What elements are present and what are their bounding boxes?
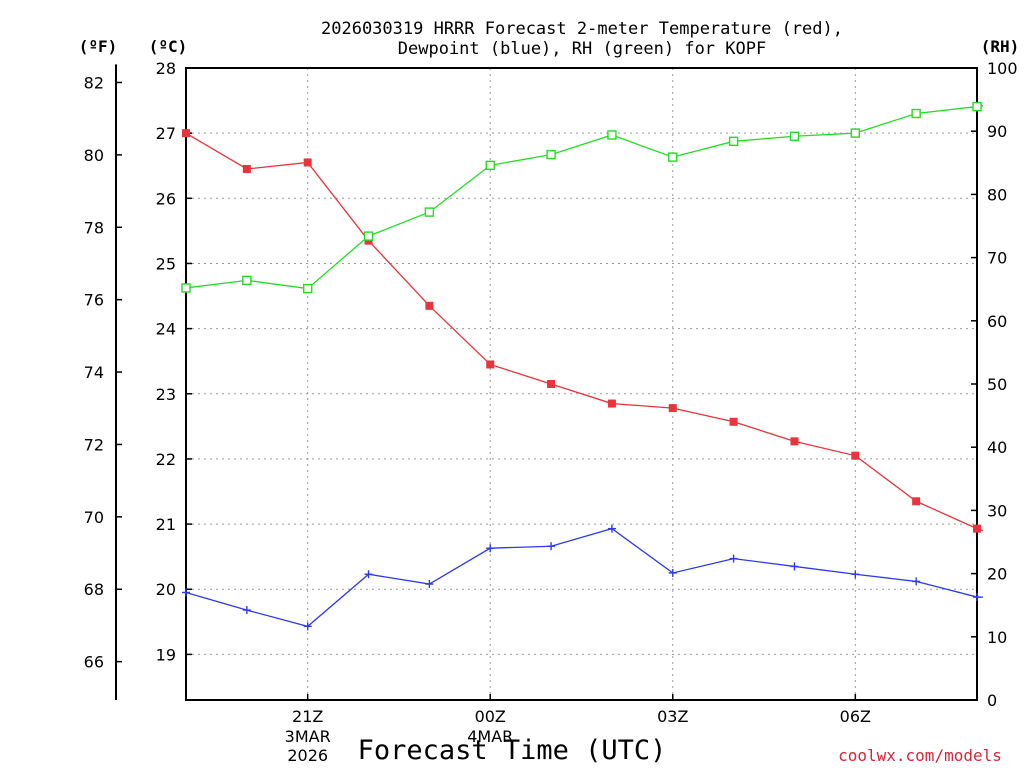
rh-point (728, 136, 739, 147)
rh-point (668, 152, 678, 162)
rh-point (972, 101, 982, 112)
series-temperature (182, 129, 983, 533)
temperature-point (851, 451, 860, 460)
x-axis-label: Forecast Time (UTC) (358, 735, 667, 766)
rh-point (424, 207, 435, 217)
rh-point (911, 108, 921, 119)
rh-tick-label: 20 (987, 565, 1007, 584)
temperature-point (547, 380, 556, 388)
temperature-line (185, 132, 983, 532)
rh-point (607, 130, 617, 140)
fahrenheit-unit-label: (ºF) (79, 37, 118, 56)
rh-line (185, 104, 983, 290)
dewpoint-point (303, 622, 312, 631)
temperature-point (912, 497, 921, 506)
celsius-tick-label: 22 (156, 450, 176, 469)
rh-tick-label: 90 (987, 122, 1007, 141)
fahrenheit-tick-label: 74 (84, 363, 104, 382)
x-tick-label: 00Z (475, 707, 506, 726)
rh-unit-label: (RH) (981, 37, 1020, 56)
dewpoint-point (182, 588, 190, 597)
axes: 66 68 70 72 74 76 78 80 82 19 20 21 22 23 24 25 26 27 28 0 1… (84, 59, 1018, 710)
chart-title-line1: 2026030319 HRRR Forecast 2-meter Tempera… (321, 19, 843, 39)
rh-tick-label: 60 (987, 312, 1007, 331)
fahrenheit-tick-label: 68 (84, 580, 104, 599)
rh-tick-label: 50 (987, 375, 1007, 394)
fahrenheit-tick-label: 76 (84, 291, 104, 310)
x-tick-date: 4MAR (467, 727, 513, 746)
fahrenheit-tick-label: 78 (84, 218, 104, 237)
fahrenheit-tick-label: 66 (84, 653, 104, 672)
dewpoint-point (851, 570, 860, 579)
dewpoint-point (486, 544, 495, 553)
rh-tick-label: 40 (987, 438, 1007, 457)
dewpoint-point (912, 577, 921, 586)
rh-point (789, 131, 800, 141)
rh-point (546, 149, 556, 160)
x-tick-label: 03Z (657, 707, 688, 726)
temperature-point (182, 129, 190, 138)
x-tick-label: 06Z (840, 707, 871, 726)
temperature-point (790, 437, 799, 446)
fahrenheit-tick-label: 72 (84, 435, 104, 454)
celsius-tick-label: 21 (156, 515, 176, 534)
temperature-point (607, 399, 616, 408)
rh-point (181, 283, 191, 293)
series-dewpoint (182, 524, 983, 631)
fahrenheit-tick-label: 70 (84, 508, 104, 527)
rh-point (302, 283, 313, 294)
celsius-tick-label: 19 (156, 645, 176, 664)
celsius-tick-label: 28 (156, 59, 176, 78)
celsius-tick-label: 26 (156, 189, 176, 208)
x-tick-date: 3MAR (285, 727, 331, 746)
temperature-point (303, 158, 312, 167)
dewpoint-point (607, 524, 616, 533)
temperature-point (668, 404, 677, 413)
temperature-point (425, 301, 434, 310)
dewpoint-point (364, 570, 373, 579)
rh-tick-label: 0 (987, 691, 997, 710)
rh-tick-label: 80 (987, 185, 1007, 204)
celsius-tick-label: 23 (156, 385, 176, 404)
series-rh (181, 101, 983, 294)
celsius-tick-label: 24 (156, 320, 176, 339)
celsius-unit-label: (ºC) (149, 37, 188, 56)
credit-text: coolwx.com/models (838, 746, 1002, 765)
temperature-point (973, 524, 981, 533)
celsius-tick-label: 20 (156, 580, 176, 599)
x-tick-year: 2026 (287, 746, 328, 765)
dewpoint-point (425, 580, 434, 589)
rh-point (242, 275, 252, 286)
fahrenheit-tick-label: 80 (84, 146, 104, 165)
dewpoint-point (790, 562, 799, 571)
data-series (181, 101, 983, 631)
dewpoint-point (242, 606, 251, 615)
dewpoint-point (547, 542, 556, 551)
rh-point (485, 160, 495, 171)
rh-point (850, 128, 861, 138)
chart-title-line2: Dewpoint (blue), RH (green) for KOPF (398, 39, 766, 59)
x-tick-label: 21Z (292, 707, 323, 726)
temperature-point (486, 360, 495, 369)
temperature-point (242, 164, 251, 173)
fahrenheit-tick-label: 82 (84, 73, 104, 92)
rh-point (363, 231, 374, 241)
celsius-tick-label: 25 (156, 254, 176, 273)
celsius-tick-label: 27 (156, 124, 176, 143)
dewpoint-line (185, 527, 983, 628)
dewpoint-point (668, 568, 677, 577)
rh-tick-label: 30 (987, 501, 1007, 520)
dewpoint-point (973, 593, 981, 602)
rh-tick-label: 100 (987, 59, 1018, 78)
dewpoint-point (729, 554, 738, 563)
temperature-point (729, 417, 738, 426)
rh-tick-label: 70 (987, 249, 1007, 268)
rh-tick-label: 10 (987, 628, 1007, 647)
